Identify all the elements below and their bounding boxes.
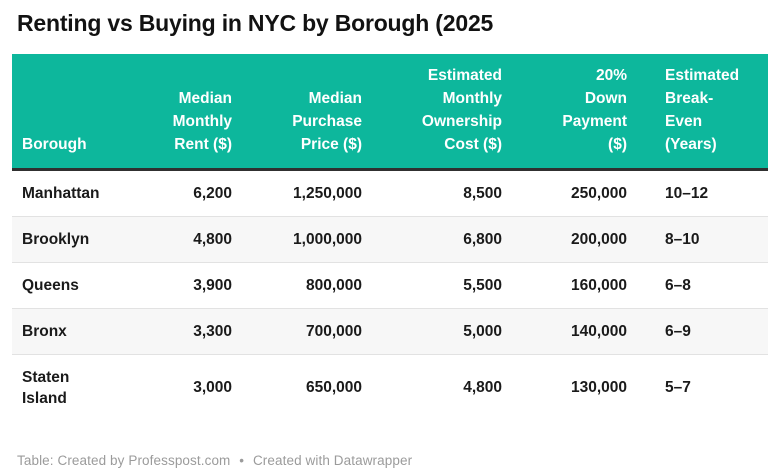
cell-borough: Staten Island bbox=[22, 368, 70, 407]
cell-borough: Brooklyn bbox=[12, 216, 122, 263]
table-body: Manhattan 6,200 1,250,000 8,500 250,000 10–12… bbox=[12, 169, 768, 421]
cell-down: 200,000 bbox=[512, 216, 637, 263]
column-header-down: 20% Down Payment ($) bbox=[512, 53, 637, 171]
cell-breakeven: 6–8 bbox=[637, 262, 768, 309]
table-row: Manhattan 6,200 1,250,000 8,500 250,000 10–12 bbox=[12, 169, 768, 217]
cell-ownership: 5,500 bbox=[372, 262, 512, 309]
cell-borough: Manhattan bbox=[12, 169, 122, 217]
cell-price: 700,000 bbox=[242, 308, 372, 355]
cell-rent: 3,300 bbox=[122, 308, 242, 355]
cell-breakeven: 10–12 bbox=[637, 169, 768, 217]
column-header-price: Median Purchase Price ($) bbox=[242, 53, 372, 171]
page-title: Renting vs Buying in NYC by Borough (202… bbox=[17, 10, 494, 36]
cell-price: 1,250,000 bbox=[242, 169, 372, 217]
cell-rent: 3,900 bbox=[122, 262, 242, 309]
data-table: Borough Median Monthly Rent ($) Median Pur… bbox=[12, 53, 768, 421]
column-header-borough: Borough bbox=[12, 53, 122, 171]
table-row: Queens 3,900 800,000 5,500 160,000 6–8 bbox=[12, 262, 768, 309]
table-row: Brooklyn 4,800 1,000,000 6,800 200,000 8–10 bbox=[12, 216, 768, 263]
column-header-breakeven: Estimated Break- Even (Years) bbox=[637, 53, 768, 171]
footer-separator: • bbox=[239, 453, 245, 468]
cell-rent: 3,000 bbox=[193, 379, 232, 397]
column-header-rent: Median Monthly Rent ($) bbox=[122, 53, 242, 171]
table-row: Staten Island 3,000 650,000 4,800 130,000 5–7 bbox=[12, 354, 768, 421]
cell-down: 130,000 bbox=[570, 379, 627, 397]
cell-rent: 4,800 bbox=[122, 216, 242, 263]
header-row: Borough Median Monthly Rent ($) Median Pur… bbox=[12, 53, 768, 171]
cell-borough: Queens bbox=[12, 262, 122, 309]
cell-price: 800,000 bbox=[242, 262, 372, 309]
datawrapper-credit-link[interactable]: Created with Datawrapper bbox=[252, 453, 413, 468]
cell-rent: 6,200 bbox=[122, 169, 242, 217]
cell-breakeven: 8–10 bbox=[637, 216, 768, 263]
table-row: Bronx 3,300 700,000 5,000 140,000 6–9 bbox=[12, 308, 768, 355]
column-header-ownership: Estimated Monthly Ownership Cost ($) bbox=[372, 53, 512, 171]
cell-ownership: 5,000 bbox=[372, 308, 512, 355]
cell-down: 160,000 bbox=[512, 262, 637, 309]
page: Renting vs Buying in NYC by Borough (202… bbox=[0, 10, 780, 470]
cell-price: 650,000 bbox=[305, 379, 362, 397]
cell-down: 140,000 bbox=[512, 308, 637, 355]
cell-price: 1,000,000 bbox=[242, 216, 372, 263]
cell-ownership: 6,800 bbox=[372, 216, 512, 263]
attribution-footer: Table: Created by Professpost.com • Crea… bbox=[17, 453, 412, 468]
cell-down: 250,000 bbox=[512, 169, 637, 217]
table-header: Borough Median Monthly Rent ($) Median Pur… bbox=[12, 53, 768, 171]
cell-borough: Bronx bbox=[12, 308, 122, 355]
footer-source-text: Table: Created by Professpost.com bbox=[17, 453, 231, 468]
cell-breakeven: 6–9 bbox=[637, 308, 768, 355]
cell-ownership: 4,800 bbox=[463, 379, 502, 397]
cell-ownership: 8,500 bbox=[372, 169, 512, 217]
cell-breakeven: 5–7 bbox=[665, 379, 691, 397]
